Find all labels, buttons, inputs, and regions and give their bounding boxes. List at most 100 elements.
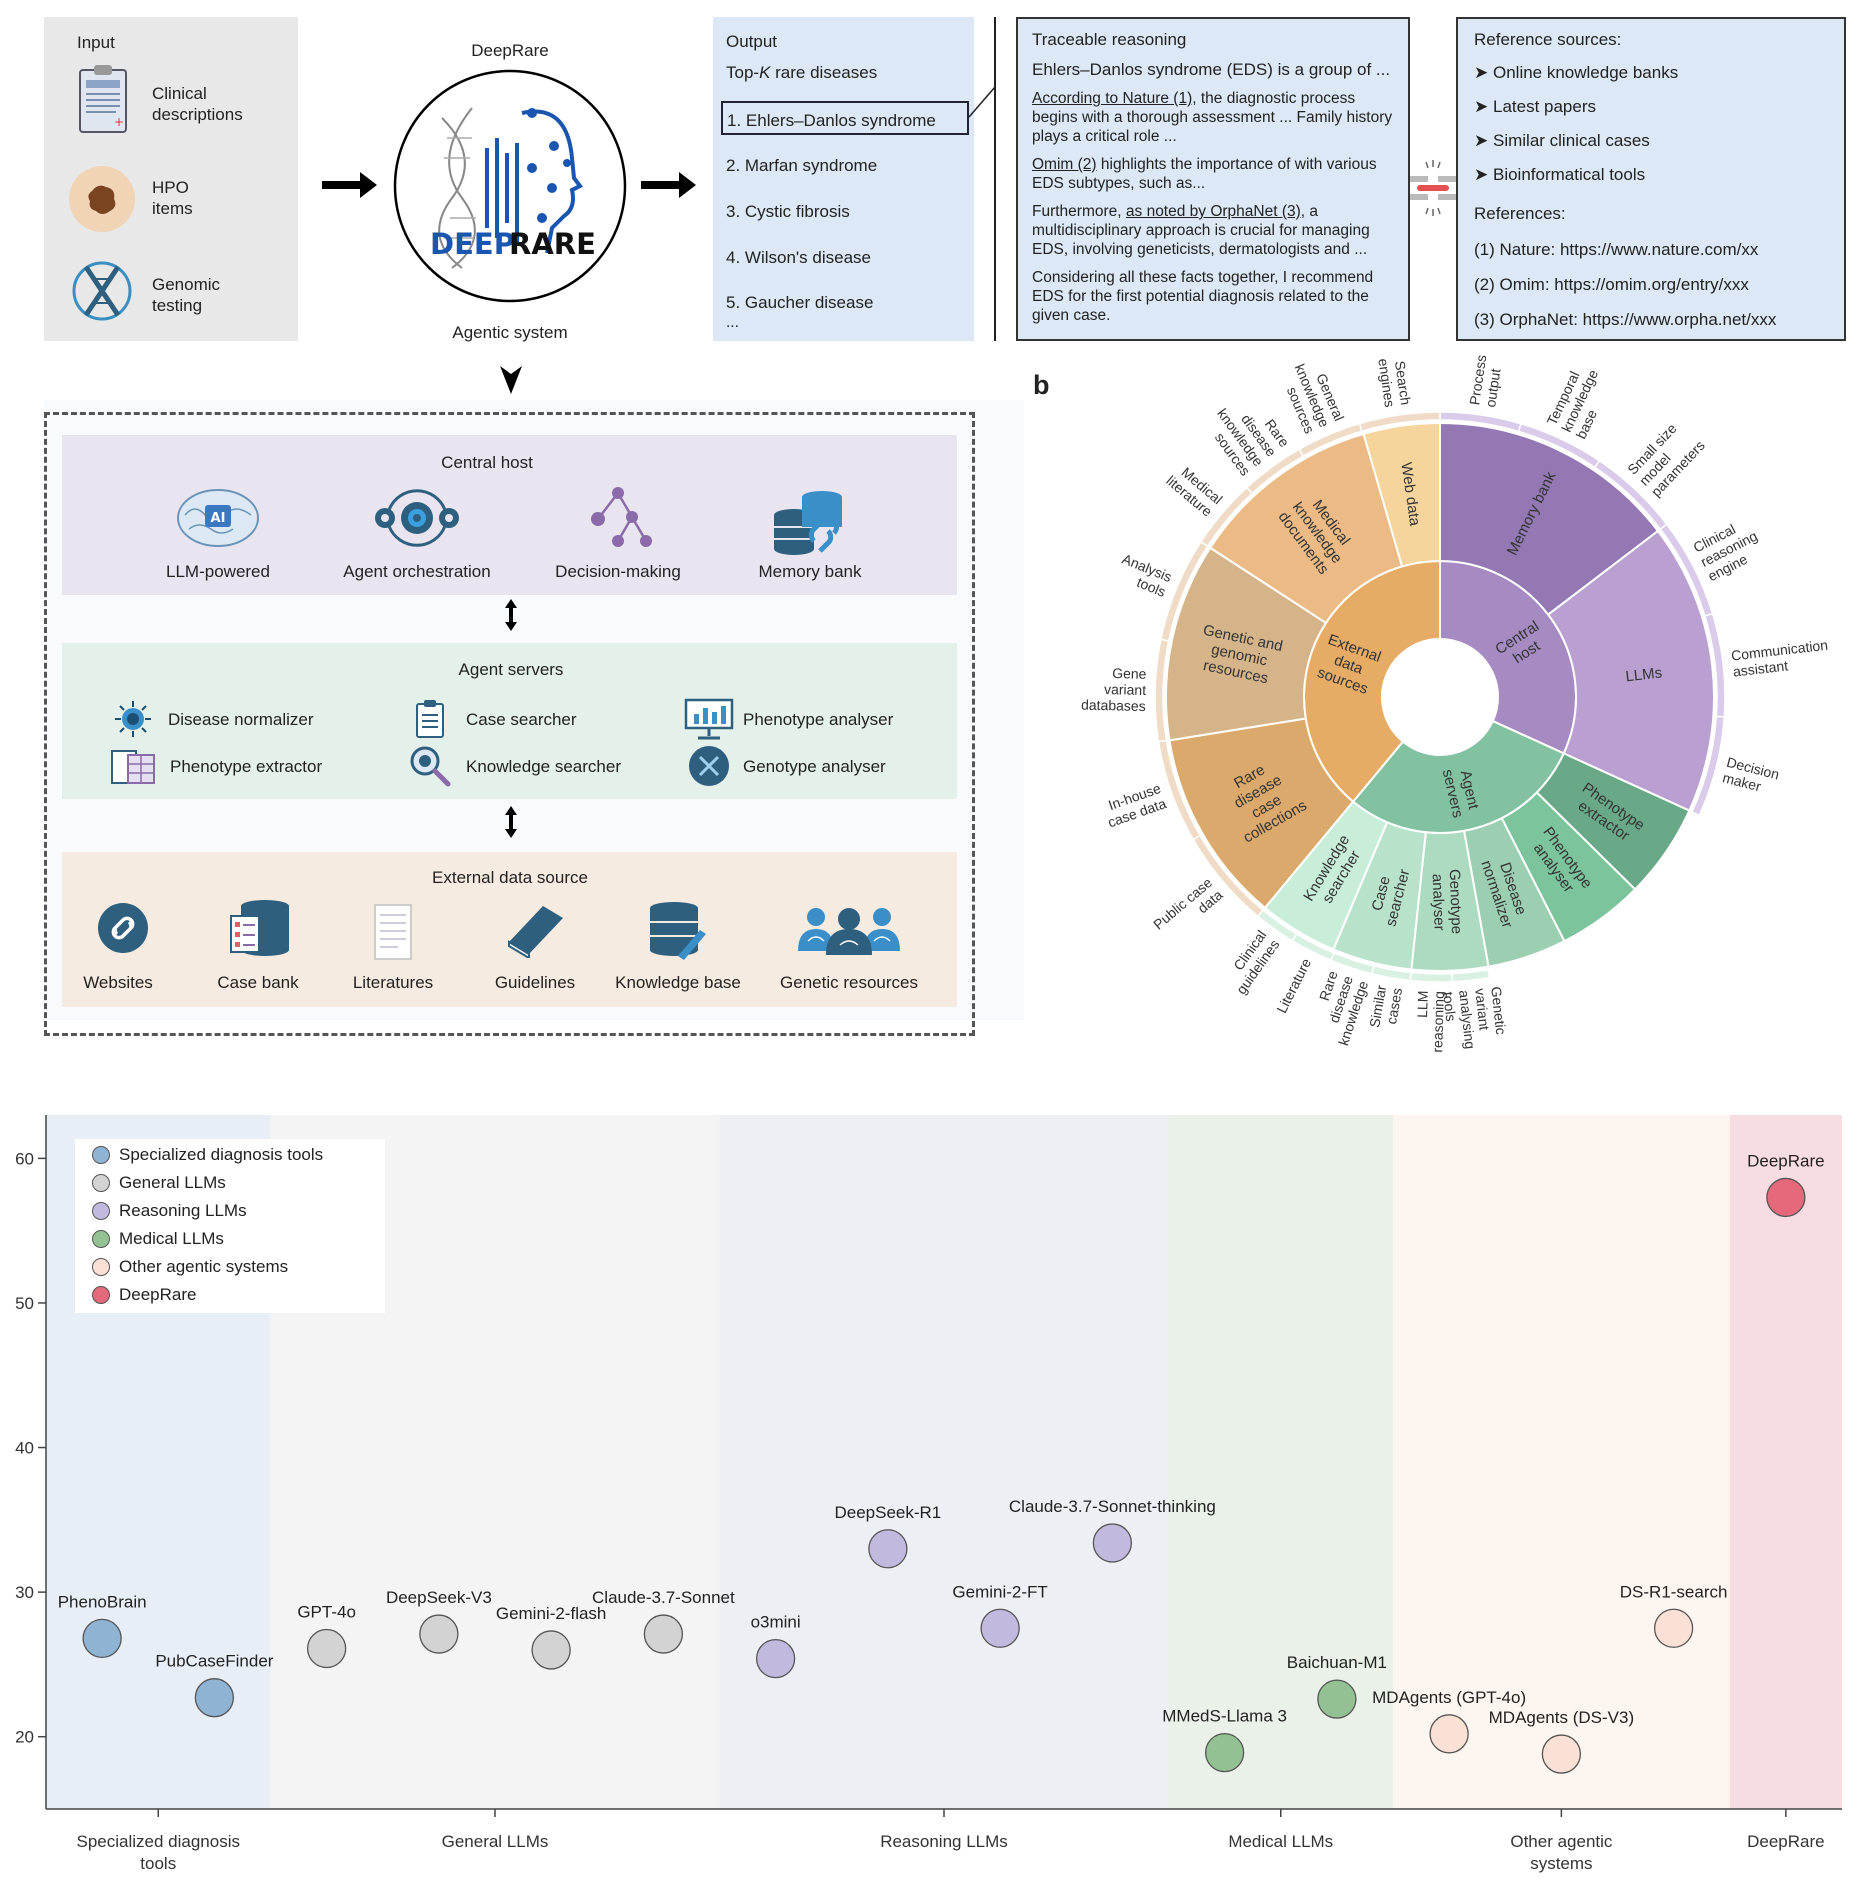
sunburst-outer-label: Analysistools	[1114, 550, 1174, 600]
reference-link[interactable]: (1) Nature: https://www.nature.com/xx	[1474, 240, 1759, 259]
logo-text-deep: DEEP	[430, 227, 515, 261]
agent-servers-band	[62, 643, 957, 799]
agent-server-item: Knowledge searcher	[466, 757, 621, 776]
central-host-item: LLM-powered	[166, 562, 270, 581]
data-point-mdagents-ds-v3[interactable]	[1541, 1734, 1582, 1774]
data-label: Gemini-2-FT	[952, 1582, 1047, 1601]
legend-label: Specialized diagnosis tools	[119, 1145, 324, 1164]
external-data-title: External data source	[432, 868, 588, 887]
connector-lines	[968, 17, 996, 341]
database-tools-icon	[650, 902, 706, 960]
data-label: MMedS-Llama 3	[1162, 1707, 1287, 1726]
data-point-deeprare[interactable]	[1766, 1177, 1806, 1218]
svg-text:+: +	[114, 115, 124, 129]
output-item-selected[interactable]: 1. Ehlers–Danlos syndrome	[721, 101, 969, 135]
data-point-gemini-2-flash[interactable]	[531, 1630, 571, 1670]
central-host-item: Decision-making	[555, 562, 681, 581]
bidirectional-arrow-icon	[505, 599, 517, 631]
references-subtitle: References:	[1474, 204, 1566, 223]
sunburst-outer-llm-reasoning	[1409, 971, 1454, 983]
input-label: items	[152, 199, 193, 218]
output-item[interactable]: 3. Cystic fibrosis	[726, 202, 850, 221]
paragraph-text: the diagnostic process begins with a tho…	[1032, 90, 1393, 145]
data-point-gpt-4o[interactable]	[306, 1628, 347, 1669]
sunburst-segment-memory-bank	[1439, 421, 1660, 616]
data-point-deepseek-v3[interactable]	[419, 1614, 459, 1654]
sunburst-segment-web-data	[1362, 421, 1441, 568]
book-icon	[508, 906, 563, 958]
data-point-claude-3-7-sonnet-thinking[interactable]	[1092, 1523, 1133, 1563]
data-point-mdagents-gpt-4o[interactable]	[1429, 1714, 1469, 1754]
source-label: Latest papers	[1492, 97, 1596, 116]
references-panel: Reference sources: ➤ Online knowledge ba…	[1456, 17, 1846, 341]
sunburst-segment-medical-knowledge-documents	[1208, 432, 1404, 625]
external-item: Knowledge base	[615, 973, 741, 992]
x-tick-label: Reasoning LLMs	[880, 1832, 1008, 1851]
reasoning-panel: Traceable reasoning Ehlers–Danlos syndro…	[1016, 17, 1410, 341]
agent-server-item: Genotype analyser	[743, 757, 886, 776]
data-point-o3mini[interactable]	[755, 1638, 796, 1679]
sunburst-outer-label: Small sizemodelparameters	[1624, 415, 1708, 500]
database-checklist-icon	[230, 900, 289, 956]
y-tick-label: 50	[15, 1294, 34, 1313]
legend-item: Reasoning LLMs	[92, 1201, 247, 1221]
external-item: Websites	[83, 973, 153, 992]
reference-link[interactable]: (2) Omim: https://omim.org/entry/xxx	[1474, 275, 1749, 294]
input-label: HPO	[152, 178, 189, 197]
sunburst-outer-decision-maker	[1691, 715, 1726, 817]
data-point-claude-3-7-sonnet[interactable]	[643, 1614, 684, 1654]
output-item[interactable]: 5. Gaucher disease	[726, 293, 874, 312]
data-label: Baichuan-M1	[1287, 1653, 1387, 1672]
source-item: ➤ Online knowledge banks	[1474, 62, 1828, 83]
x-tick-label: Specialized diagnosis	[77, 1832, 241, 1851]
down-arrow-icon	[500, 366, 522, 394]
output-item[interactable]: 4. Wilson's disease	[726, 248, 871, 267]
virus-icon	[115, 701, 151, 737]
agent-server-item: Case searcher	[466, 710, 577, 729]
legend-item: General LLMs	[92, 1173, 226, 1193]
sunburst-outer-label: Decisionmaker	[1721, 754, 1781, 798]
legend-marker	[92, 1230, 110, 1248]
decision-tree-icon	[591, 487, 652, 547]
citation-link[interactable]: as noted by OrphaNet (3),	[1125, 203, 1306, 220]
database-link-icon	[774, 491, 842, 555]
output-item[interactable]: 2. Marfan syndrome	[726, 156, 878, 175]
data-point-deepseek-r1[interactable]	[868, 1529, 908, 1569]
sunburst-outer-label: Communicationassistant	[1730, 637, 1830, 680]
legend-label: Reasoning LLMs	[119, 1201, 247, 1220]
data-point-gemini-2-ft[interactable]	[980, 1608, 1020, 1648]
source-label: Similar clinical cases	[1492, 131, 1650, 150]
data-point-pubcasefinder[interactable]	[194, 1678, 235, 1718]
sunburst-outer-search-engines	[1358, 411, 1441, 433]
data-point-mmeds-llama-3[interactable]	[1204, 1732, 1245, 1773]
data-label: PhenoBrain	[58, 1592, 147, 1611]
citation-link[interactable]: Omim (2)	[1032, 156, 1097, 173]
sunburst-outer-label: Literature	[1273, 955, 1314, 1015]
data-label: GPT-4o	[297, 1603, 356, 1622]
legend-item: Specialized diagnosis tools	[92, 1145, 323, 1165]
data-point-baichuan-m1[interactable]	[1317, 1679, 1357, 1719]
sunburst-outer-label: Temporalknowledgebase	[1544, 360, 1616, 441]
legend-marker	[92, 1258, 110, 1276]
legend-item: Other agentic systems	[92, 1257, 288, 1277]
sunburst-outer-label: Public casedata	[1150, 874, 1226, 945]
citation-link[interactable]: According to Nature (1),	[1032, 90, 1197, 107]
clipboard-list-icon	[416, 700, 444, 738]
clipboard-icon: +	[79, 65, 127, 133]
arrowhead-icon: ➤	[1474, 63, 1489, 82]
monitor-chart-icon	[684, 698, 734, 740]
input-label: descriptions	[152, 105, 243, 124]
data-point-ds-r1-search[interactable]	[1653, 1608, 1694, 1648]
data-label: Claude-3.7-Sonnet	[592, 1588, 735, 1607]
data-point-phenobrain[interactable]	[82, 1618, 122, 1659]
data-label: DeepRare	[1747, 1151, 1825, 1170]
subtitle-suffix: rare diseases	[770, 63, 878, 82]
reference-link[interactable]: (3) OrphaNet: https://www.orpha.net/xxx	[1474, 310, 1777, 329]
data-label: MDAgents (GPT-4o)	[1372, 1688, 1526, 1707]
sunburst-outer-label: Genevariantdatabases	[1081, 664, 1147, 714]
central-host-item: Agent orchestration	[343, 562, 491, 581]
agent-server-item: Disease normalizer	[168, 710, 314, 729]
magnifier-icon	[410, 746, 451, 787]
ai-badge: AI	[211, 511, 226, 526]
